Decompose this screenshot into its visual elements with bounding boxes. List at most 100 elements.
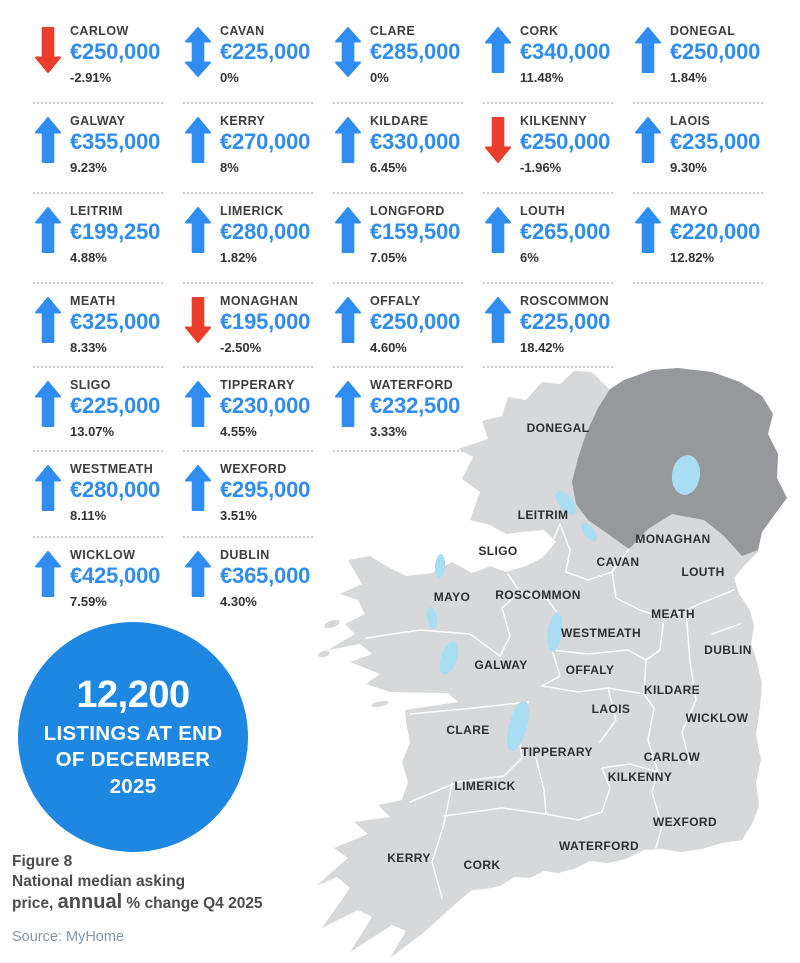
map-label-donegal: DONEGAL bbox=[526, 421, 590, 435]
county-change: 13.07% bbox=[70, 424, 115, 439]
county-card-cavan: CAVAN €225,000 0% bbox=[183, 24, 333, 114]
up-arrow-icon bbox=[35, 207, 61, 253]
county-card-longford: LONGFORD €159,500 7.05% bbox=[333, 204, 483, 294]
up-arrow-icon bbox=[485, 27, 511, 73]
county-change: 8.11% bbox=[70, 508, 107, 523]
figure-label: Figure 8 bbox=[12, 853, 73, 870]
dotted-separator bbox=[483, 192, 613, 194]
county-card-meath: MEATH €325,000 8.33% bbox=[33, 294, 183, 378]
down-arrow-icon bbox=[35, 27, 61, 73]
county-price: €265,000 bbox=[520, 219, 611, 244]
county-change: 4.30% bbox=[220, 594, 257, 609]
county-change: 4.60% bbox=[370, 340, 407, 355]
up-arrow-icon bbox=[35, 381, 61, 427]
county-card-kerry: KERRY €270,000 8% bbox=[183, 114, 333, 204]
county-price: €325,000 bbox=[70, 309, 161, 334]
caption-emphasis: annual bbox=[57, 891, 123, 913]
up-arrow-icon bbox=[485, 297, 511, 343]
county-name: SLIGO bbox=[70, 378, 111, 392]
dotted-separator bbox=[333, 282, 463, 284]
caption-line-2: National median asking bbox=[12, 873, 186, 890]
county-name: KILKENNY bbox=[520, 114, 588, 128]
county-card-waterford: WATERFORD €232,500 3.33% bbox=[333, 378, 483, 462]
dotted-separator bbox=[33, 192, 163, 194]
dotted-separator bbox=[183, 102, 313, 104]
county-price: €235,000 bbox=[670, 129, 761, 154]
up-arrow-icon bbox=[335, 117, 361, 163]
up-arrow-icon bbox=[35, 297, 61, 343]
map-label-louth: LOUTH bbox=[681, 565, 725, 579]
map-label-clare: CLARE bbox=[446, 723, 490, 737]
county-card-wexford: WEXFORD €295,000 3.51% bbox=[183, 462, 333, 548]
county-change: 8% bbox=[220, 160, 239, 175]
up-arrow-icon bbox=[635, 27, 661, 73]
county-change: 6.45% bbox=[370, 160, 407, 175]
map-label-kerry: KERRY bbox=[387, 851, 431, 865]
county-price: €280,000 bbox=[70, 477, 161, 502]
county-change: 9.30% bbox=[670, 160, 707, 175]
dotted-separator bbox=[183, 450, 313, 452]
county-change: 8.33% bbox=[70, 340, 107, 355]
county-card-tipperary: TIPPERARY €230,000 4.55% bbox=[183, 378, 333, 462]
county-change: 7.05% bbox=[370, 250, 407, 265]
up-arrow-icon bbox=[185, 381, 211, 427]
listings-count: 12,200 bbox=[76, 673, 190, 716]
dotted-separator bbox=[183, 536, 313, 538]
county-name: CORK bbox=[520, 24, 559, 38]
county-price: €250,000 bbox=[70, 39, 161, 64]
map-label-galway: GALWAY bbox=[474, 658, 528, 672]
map-label-cavan: CAVAN bbox=[596, 555, 640, 569]
up-arrow-icon bbox=[185, 551, 211, 597]
up-arrow-icon bbox=[635, 207, 661, 253]
county-card-sligo: SLIGO €225,000 13.07% bbox=[33, 378, 183, 462]
county-card-grid: CARLOW €250,000 -2.91% CAVAN €225,000 0%… bbox=[33, 24, 783, 618]
map-label-waterford: WATERFORD bbox=[558, 839, 640, 853]
county-change: -2.91% bbox=[70, 70, 112, 85]
county-borders bbox=[365, 523, 741, 899]
county-name: KERRY bbox=[220, 114, 266, 128]
county-price: €250,000 bbox=[520, 129, 611, 154]
map-label-tipperary: TIPPERARY bbox=[521, 745, 593, 759]
county-change: 3.51% bbox=[220, 508, 257, 523]
ireland-map-svg bbox=[316, 368, 787, 958]
listings-line-1: LISTINGS AT END bbox=[43, 721, 223, 745]
listings-badge: 12,200 LISTINGS AT END OF DECEMBER 2025 bbox=[18, 622, 248, 852]
county-change: -1.96% bbox=[520, 160, 562, 175]
county-change: 1.84% bbox=[670, 70, 707, 85]
up-arrow-icon bbox=[485, 207, 511, 253]
county-card-cork: CORK €340,000 11.48% bbox=[483, 24, 633, 114]
county-card-galway: GALWAY €355,000 9.23% bbox=[33, 114, 183, 204]
ireland-map: DONEGAL LEITRIM SLIGO MONAGHAN CAVAN LOUTH MAY… bbox=[310, 362, 800, 963]
county-name: KILDARE bbox=[370, 114, 429, 128]
county-change: 12.82% bbox=[670, 250, 715, 265]
map-label-carlow: CARLOW bbox=[643, 750, 701, 764]
county-change: -2.50% bbox=[220, 340, 262, 355]
county-price: €250,000 bbox=[670, 39, 761, 64]
dotted-separator bbox=[333, 102, 463, 104]
map-label-dublin: DUBLIN bbox=[704, 643, 752, 657]
map-label-meath: MEATH bbox=[651, 607, 695, 621]
caption-line-3: price, annual % change Q4 2025 bbox=[12, 891, 263, 913]
down-arrow-icon bbox=[185, 297, 211, 343]
county-change: 6% bbox=[520, 250, 539, 265]
county-name: WESTMEATH bbox=[70, 462, 154, 476]
county-card-dublin: DUBLIN €365,000 4.30% bbox=[183, 548, 333, 618]
map-label-roscommon: ROSCOMMON bbox=[495, 588, 581, 602]
county-card-carlow: CARLOW €250,000 -2.91% bbox=[33, 24, 183, 114]
up-arrow-icon bbox=[35, 465, 61, 511]
county-name: CAVAN bbox=[220, 24, 265, 38]
dotted-separator bbox=[33, 366, 163, 368]
dotted-separator bbox=[33, 536, 163, 538]
county-name: LAOIS bbox=[670, 114, 711, 128]
dotted-separator bbox=[183, 366, 313, 368]
county-price: €220,000 bbox=[670, 219, 761, 244]
map-label-monaghan: MONAGHAN bbox=[635, 532, 711, 546]
county-change: 0% bbox=[220, 70, 239, 85]
map-label-sligo: SLIGO bbox=[478, 544, 518, 558]
county-name: CLARE bbox=[370, 24, 416, 38]
county-name: CARLOW bbox=[70, 24, 129, 38]
county-change: 4.55% bbox=[220, 424, 257, 439]
up-arrow-icon bbox=[335, 207, 361, 253]
county-card-offaly: OFFALY €250,000 4.60% bbox=[333, 294, 483, 378]
